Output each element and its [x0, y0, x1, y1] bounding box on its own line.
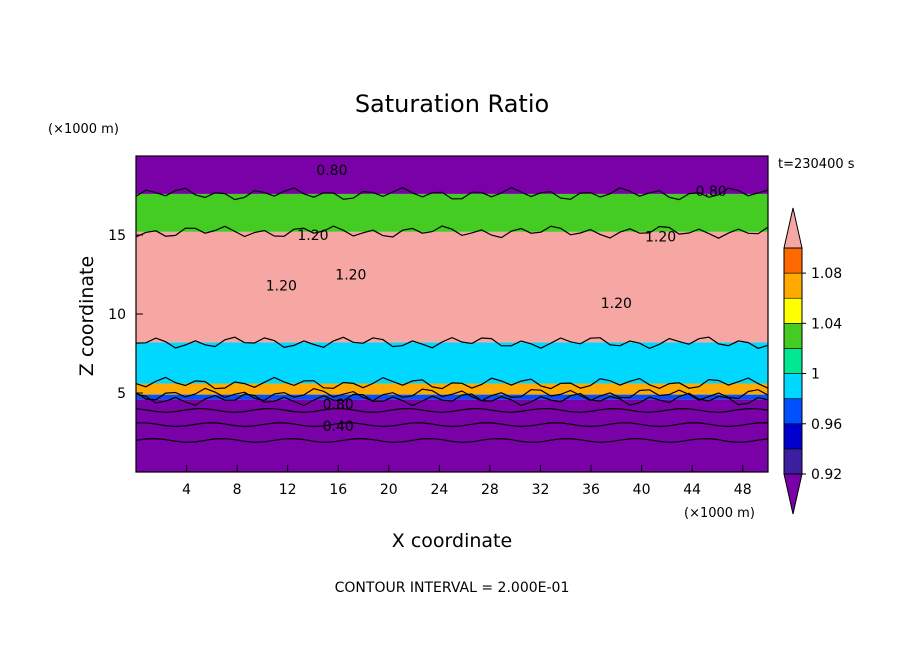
contour-plot-area — [135, 155, 769, 473]
colorbar-extend-bottom — [783, 473, 803, 515]
colorbar-bin — [783, 398, 803, 425]
chart-title: Saturation Ratio — [355, 90, 549, 118]
colorbar-bin — [783, 423, 803, 450]
colorbar-bin — [783, 348, 803, 374]
contour-line — [135, 387, 769, 402]
x-tick-label: 24 — [430, 482, 448, 498]
contour-label: 1.20 — [335, 268, 366, 284]
x-tick-label: 4 — [182, 482, 191, 498]
colorbar-bin — [783, 272, 803, 299]
contour-label: 1.20 — [266, 279, 297, 295]
contour-labels: 0.80 0.80 1.20 1.20 1.20 1.20 1.20 0.80 0.40 — [266, 163, 727, 435]
x-tick-label: 44 — [683, 482, 701, 498]
y-axis-label: Z coordinate — [76, 256, 98, 376]
field-band — [136, 383, 768, 395]
x-tick-label: 40 — [633, 482, 651, 498]
time-label: t=230400 s — [778, 157, 855, 172]
x-axis-label: X coordinate — [392, 530, 512, 552]
contour-label: 0.80 — [316, 163, 347, 179]
x-tick-label: 32 — [532, 482, 550, 498]
x-axis-unit: (×1000 m) — [684, 506, 755, 521]
colorbar-bin — [783, 297, 803, 324]
contour-label: 1.20 — [645, 230, 676, 246]
contour-label: 1.20 — [297, 228, 328, 244]
y-axis-unit: (×1000 m) — [48, 122, 119, 137]
x-tick-label: 28 — [481, 482, 499, 498]
y-tick-label: 10 — [108, 307, 126, 323]
colorbar-label: 1.08 — [811, 266, 842, 282]
contour-line — [135, 336, 769, 350]
contour-label: 1.20 — [601, 296, 632, 312]
field-band — [136, 399, 768, 472]
contour-line — [135, 422, 768, 428]
contour-line — [135, 392, 769, 407]
field-band — [136, 231, 768, 343]
x-tick-label: 20 — [380, 482, 398, 498]
colorbar-label: 1 — [811, 367, 820, 383]
x-tick-label: 12 — [279, 482, 297, 498]
colorbar-label: 0.92 — [811, 467, 842, 483]
colorbar-label: 1.04 — [811, 316, 842, 332]
x-axis-ticks: 4 8 12 16 20 24 28 32 36 40 44 48 — [182, 465, 752, 498]
field-band — [136, 193, 768, 232]
colorbar-label: 0.96 — [811, 417, 842, 433]
colorbar-frame — [783, 247, 803, 475]
y-tick-label: 5 — [117, 386, 126, 402]
x-tick-label: 16 — [329, 482, 347, 498]
field-band — [136, 394, 768, 400]
contour-label: 0.40 — [323, 419, 354, 435]
y-axis-ticks: 5 10 15 — [108, 228, 143, 402]
contour-line — [135, 225, 769, 239]
colorbar-bin — [783, 448, 803, 475]
contour-interval-footer: CONTOUR INTERVAL = 2.000E-01 — [335, 580, 570, 596]
colorbar-extend-top — [783, 207, 803, 249]
colorbar-bin — [783, 323, 803, 349]
contour-line — [135, 407, 769, 413]
x-tick-label: 8 — [233, 482, 242, 498]
x-tick-label: 48 — [734, 482, 752, 498]
contour-line — [135, 376, 769, 390]
x-tick-label: 36 — [582, 482, 600, 498]
contour-label: 0.80 — [696, 184, 727, 200]
contour-label: 0.80 — [323, 397, 354, 413]
field-band — [136, 156, 768, 194]
contour-line — [135, 437, 769, 443]
colorbar-bin — [783, 373, 803, 399]
y-tick-label: 15 — [108, 228, 126, 244]
colorbar: 0.92 0.96 1 1.04 1.08 — [783, 207, 842, 515]
field-band — [136, 342, 768, 384]
colorbar-bin — [783, 247, 803, 274]
contour-line — [135, 186, 769, 201]
